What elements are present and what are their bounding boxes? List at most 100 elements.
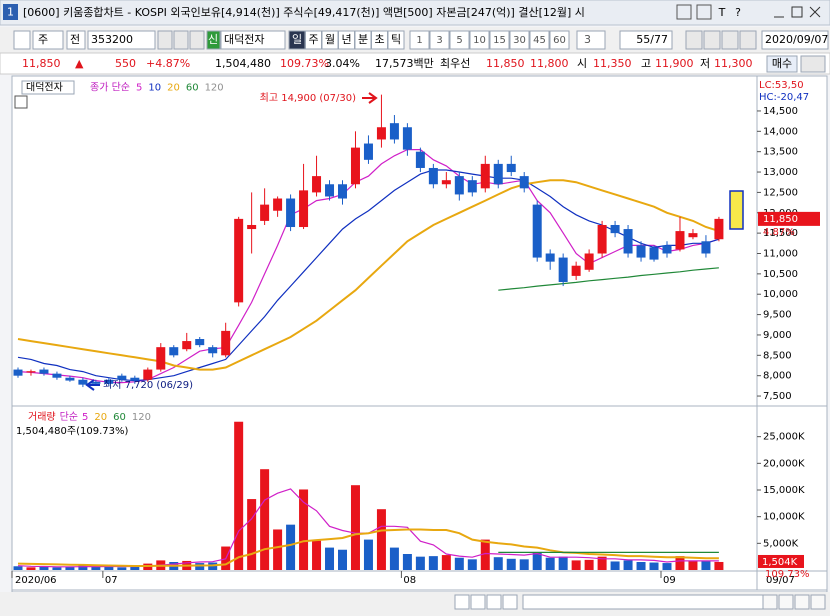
x-tick-label: 2020/06 (15, 575, 57, 586)
btn-icon[interactable] (676, 4, 692, 20)
candle-body (65, 377, 75, 381)
zoom-btn[interactable] (794, 594, 810, 610)
badge-bg (3, 4, 18, 20)
range: 55/77 (636, 33, 668, 46)
tool-icon[interactable] (739, 30, 757, 50)
settings-icon[interactable] (800, 55, 826, 73)
prev-btn[interactable] (66, 30, 86, 50)
quote-item: 최우선 (440, 57, 470, 70)
tool-icon[interactable] (703, 30, 721, 50)
badge: 1 (7, 6, 14, 19)
tool-icon[interactable] (173, 30, 189, 50)
btn-t[interactable]: T (718, 6, 726, 19)
volume-bar (78, 565, 88, 570)
volume-bar (273, 529, 283, 570)
candle-body (182, 341, 192, 350)
candle-body (532, 204, 542, 258)
volume-bar (234, 421, 244, 570)
name-field[interactable] (220, 30, 286, 50)
candle-body (169, 347, 179, 356)
volume-info: 1,504,480주(109.73%) (16, 426, 128, 437)
candle-body (636, 245, 646, 258)
scroll-btn[interactable] (470, 594, 486, 610)
y-tick-label: 10,000K (763, 512, 805, 523)
high-arrow (362, 92, 378, 104)
tool-icon[interactable] (685, 30, 703, 50)
btn-close[interactable] (809, 6, 821, 18)
candle-body (117, 375, 127, 380)
volume-ratio: 109.73% (765, 569, 810, 580)
legend-entry: 5 (82, 412, 88, 423)
btn-icon[interactable] (696, 4, 712, 20)
candle-body (156, 347, 166, 370)
legend-entry: 20 (167, 83, 180, 94)
scroll-btn[interactable] (502, 594, 518, 610)
period-select[interactable] (32, 30, 64, 50)
legend-label: 거래량 (28, 411, 56, 423)
volume-bar (480, 539, 490, 570)
minute-btn[interactable] (509, 30, 530, 50)
menu-icon[interactable] (13, 30, 31, 50)
candle-body (13, 369, 23, 376)
volume-bar (493, 557, 503, 570)
volume-bar (649, 562, 659, 570)
code: 353200 (91, 33, 133, 46)
legend-entry: 20 (94, 412, 107, 423)
minute-btn[interactable] (449, 30, 470, 50)
code-input[interactable] (87, 30, 156, 50)
minute-btn[interactable] (409, 30, 430, 50)
legend-entry: 120 (132, 412, 151, 423)
tool-icon[interactable] (157, 30, 173, 50)
tool-icon[interactable] (721, 30, 739, 50)
minute-btn[interactable] (549, 30, 570, 50)
candle-body (584, 253, 594, 270)
tool-icon[interactable] (189, 30, 205, 50)
y-tick-label: 5,000K (763, 538, 799, 549)
range-field[interactable] (619, 30, 673, 50)
forecast-box (729, 190, 744, 230)
unit: 분 (358, 33, 368, 46)
legend-entry: 120 (205, 83, 224, 94)
count-select[interactable] (576, 30, 606, 50)
x-tick-label: 09 (663, 575, 676, 586)
buy-btn[interactable] (766, 55, 798, 73)
quote-item: 1,504,480 (215, 57, 271, 70)
y-tick-label: 14,000 (763, 126, 798, 137)
grid-icon[interactable] (14, 95, 28, 109)
name-tag (21, 80, 75, 95)
scroll-btn[interactable] (486, 594, 502, 610)
btn-max[interactable] (791, 6, 803, 18)
y-tick-label: 13,500 (763, 147, 798, 158)
date-field[interactable] (761, 30, 829, 50)
candle-body (338, 184, 347, 199)
btn-help[interactable]: ? (735, 6, 741, 19)
volume-bar (26, 567, 36, 570)
minute: 60 (553, 35, 566, 46)
y-tick-label: 9,000 (763, 330, 792, 341)
candle-body (273, 198, 283, 211)
scroll-btn[interactable] (454, 594, 470, 610)
zoom-btn[interactable] (778, 594, 794, 610)
y-tick-label: 25,000K (763, 432, 805, 443)
volume-bar (467, 559, 477, 570)
volume-bar (286, 524, 296, 570)
x-end-label: 09/07 (766, 575, 795, 586)
unit-btn[interactable] (387, 30, 405, 50)
minute: 5 (456, 35, 462, 46)
quote-item: 550 (115, 57, 136, 70)
prev: 전 (70, 33, 80, 46)
candle-body (454, 176, 464, 195)
candle-body (350, 147, 360, 185)
minute-btn[interactable] (469, 30, 490, 50)
y-tick-label: 11,500 (763, 228, 798, 239)
window-buttons[interactable]: T ? (676, 4, 821, 20)
minute-btn[interactable] (529, 30, 550, 50)
volume-bar (597, 556, 607, 570)
zoom-btn[interactable] (810, 594, 826, 610)
count: 3 (584, 33, 591, 46)
quote-item: 109.73% (280, 57, 329, 70)
annotation-high: 최고 14,900 (07/30) (260, 92, 356, 104)
minute-btn[interactable] (429, 30, 450, 50)
minute-btn[interactable] (489, 30, 510, 50)
zoom-btn[interactable] (762, 594, 778, 610)
